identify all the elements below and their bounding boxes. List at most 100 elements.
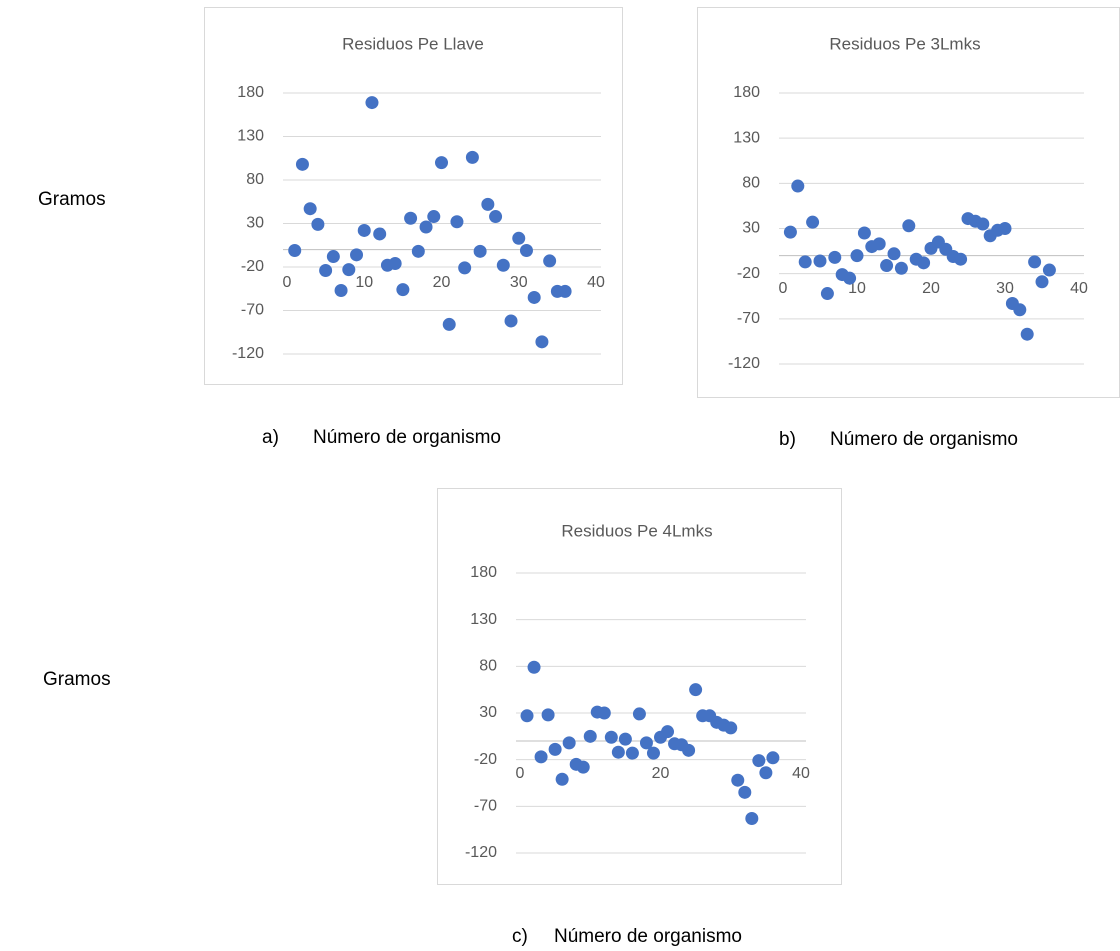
data-point xyxy=(843,271,857,285)
data-point xyxy=(541,708,555,722)
data-point xyxy=(534,750,548,764)
data-point xyxy=(880,259,894,273)
data-point xyxy=(427,210,441,224)
data-point xyxy=(543,254,557,268)
data-point xyxy=(319,263,333,277)
data-point xyxy=(473,244,487,258)
x-tick-label: 10 xyxy=(848,280,866,297)
caption-label: a) xyxy=(262,427,279,448)
data-point xyxy=(783,225,797,239)
data-point xyxy=(954,252,968,266)
data-point xyxy=(791,179,805,193)
data-point xyxy=(646,746,660,760)
data-point xyxy=(288,243,302,257)
data-point xyxy=(611,745,625,759)
data-point xyxy=(548,742,562,756)
data-point xyxy=(1020,327,1034,341)
data-point xyxy=(917,256,931,270)
caption-label: b) xyxy=(779,429,796,450)
data-point xyxy=(350,248,364,262)
x-tick-label: 30 xyxy=(996,280,1014,297)
y-tick-label: 30 xyxy=(742,220,760,237)
data-point xyxy=(766,751,780,765)
data-point xyxy=(625,746,639,760)
data-point xyxy=(465,150,479,164)
data-point xyxy=(632,707,646,721)
data-point xyxy=(326,250,340,264)
data-point xyxy=(661,725,675,739)
y-tick-label: 80 xyxy=(742,175,760,192)
data-point xyxy=(1042,263,1056,277)
data-point xyxy=(295,157,309,171)
data-point xyxy=(504,314,518,328)
x-tick-label: 0 xyxy=(516,765,525,782)
data-point xyxy=(442,317,456,331)
data-point xyxy=(527,290,541,304)
data-point xyxy=(419,220,433,234)
chart-frame xyxy=(697,7,1120,398)
data-point xyxy=(1028,255,1042,269)
y-tick-label: -120 xyxy=(232,345,264,362)
y-tick-label: 80 xyxy=(246,171,264,188)
data-point xyxy=(813,254,827,268)
data-point xyxy=(604,730,618,744)
y-axis-label: Gramos xyxy=(38,189,106,210)
x-axis-label: Número de organismo xyxy=(554,926,742,947)
y-tick-label: 180 xyxy=(237,84,264,101)
data-point xyxy=(303,202,317,216)
data-point xyxy=(435,156,448,170)
y-tick-label: 30 xyxy=(479,704,497,721)
data-point xyxy=(752,754,766,768)
data-point xyxy=(334,283,348,297)
x-tick-label: 40 xyxy=(1070,280,1088,297)
data-point xyxy=(496,258,510,272)
data-point xyxy=(450,215,464,229)
y-tick-label: -20 xyxy=(737,265,760,282)
y-tick-label: -70 xyxy=(474,798,497,815)
y-tick-label: -70 xyxy=(737,310,760,327)
y-tick-label: 180 xyxy=(470,564,497,581)
data-point xyxy=(798,255,812,269)
data-point xyxy=(731,773,745,787)
chart-frame xyxy=(437,488,842,885)
data-point xyxy=(976,217,990,231)
data-point xyxy=(555,772,569,786)
data-point xyxy=(1013,303,1027,317)
x-tick-label: 40 xyxy=(587,274,605,291)
x-tick-label: 0 xyxy=(283,274,292,291)
y-tick-label: 130 xyxy=(733,129,760,146)
data-point xyxy=(857,226,871,240)
data-point xyxy=(887,247,901,261)
x-tick-label: 20 xyxy=(433,274,451,291)
data-point xyxy=(998,222,1012,235)
y-tick-label: -120 xyxy=(728,355,760,372)
data-point xyxy=(682,743,696,757)
y-tick-label: 180 xyxy=(733,84,760,101)
y-tick-label: -70 xyxy=(241,302,264,319)
data-point xyxy=(519,243,533,257)
data-point xyxy=(1035,275,1049,289)
data-point xyxy=(745,811,759,825)
data-point xyxy=(527,660,541,674)
data-point xyxy=(639,736,653,750)
data-point xyxy=(820,287,834,301)
data-point xyxy=(759,766,773,780)
x-tick-label: 0 xyxy=(779,280,788,297)
data-point xyxy=(902,219,916,233)
data-point xyxy=(597,706,611,720)
data-point xyxy=(404,211,418,225)
data-point xyxy=(558,284,572,298)
data-point xyxy=(365,96,379,110)
data-point xyxy=(535,335,549,349)
chart-title: Residuos Pe Llave xyxy=(342,34,484,53)
data-point xyxy=(689,683,703,697)
data-point xyxy=(512,231,526,245)
x-tick-label: 10 xyxy=(355,274,373,291)
data-point xyxy=(618,732,632,746)
y-tick-label: -20 xyxy=(241,258,264,275)
data-point xyxy=(373,227,387,241)
y-tick-label: 130 xyxy=(237,128,264,145)
data-point xyxy=(562,736,576,750)
data-point xyxy=(872,237,886,251)
